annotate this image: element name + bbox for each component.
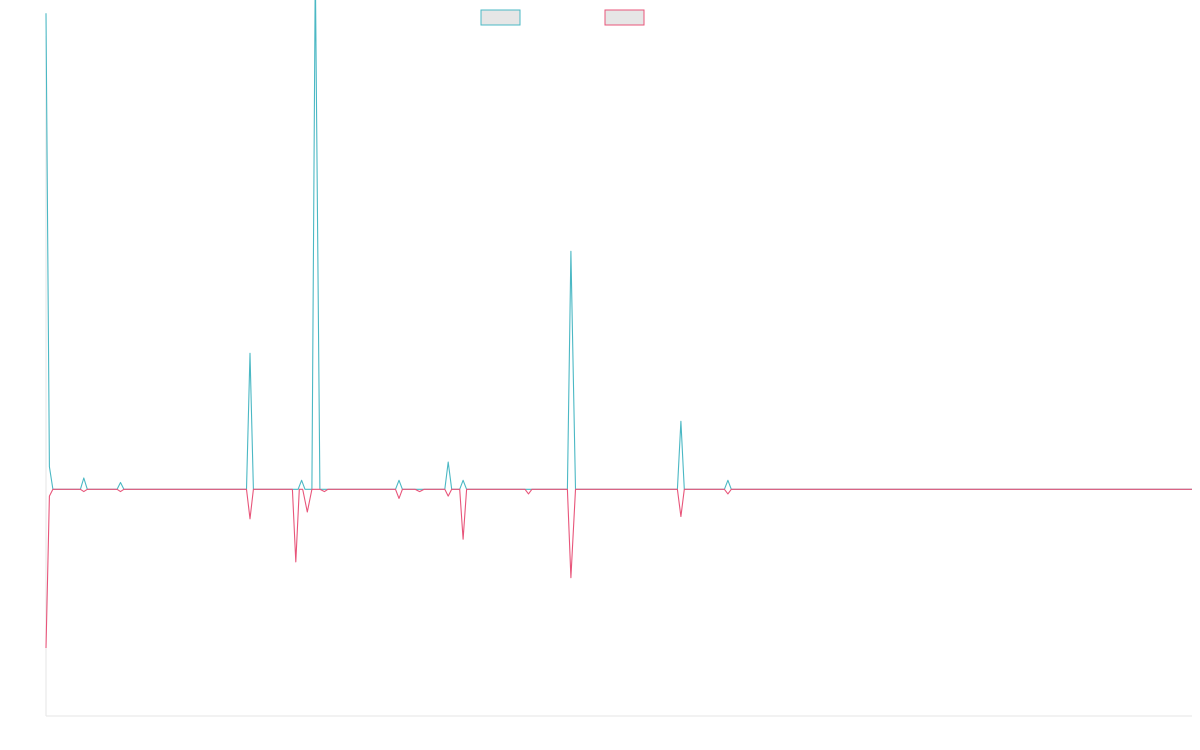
plot-area	[45, 0, 1192, 649]
series-line-1	[45, 0, 1192, 490]
legend-swatch-1	[480, 9, 521, 26]
axes	[45, 36, 1192, 717]
legend	[480, 9, 645, 26]
series-line-2	[45, 488, 1192, 649]
legend-swatch-2	[604, 9, 645, 26]
